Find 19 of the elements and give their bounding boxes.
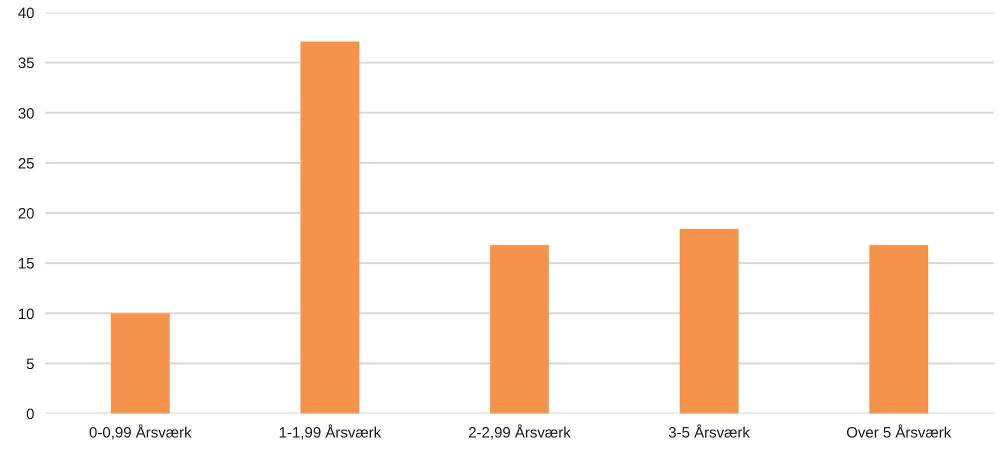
y-tick-label: 0 [26, 406, 34, 423]
y-tick-label: 15 [18, 256, 35, 273]
y-tick-label: 20 [18, 206, 35, 222]
y-tick-label: 35 [18, 55, 35, 72]
x-tick-label: 3-5 Årsværk [668, 424, 750, 442]
x-tick-label: 2-2,99 Årsværk [468, 424, 572, 442]
bar [110, 313, 170, 414]
x-tick-label: 1-1,99 Årsværk [278, 424, 382, 442]
y-tick-label: 30 [18, 105, 35, 122]
y-tick-label: 25 [18, 155, 35, 172]
bar [680, 229, 738, 414]
bar [490, 245, 549, 414]
x-tick-label: 0-0,99 Årsværk [89, 424, 192, 442]
bar [300, 42, 360, 414]
y-tick-label: 5 [26, 356, 34, 373]
y-tick-label: 10 [18, 306, 35, 323]
y-tick-label: 40 [18, 5, 35, 22]
bar [869, 245, 928, 414]
x-tick-label: Over 5 Årsværk [846, 424, 952, 442]
